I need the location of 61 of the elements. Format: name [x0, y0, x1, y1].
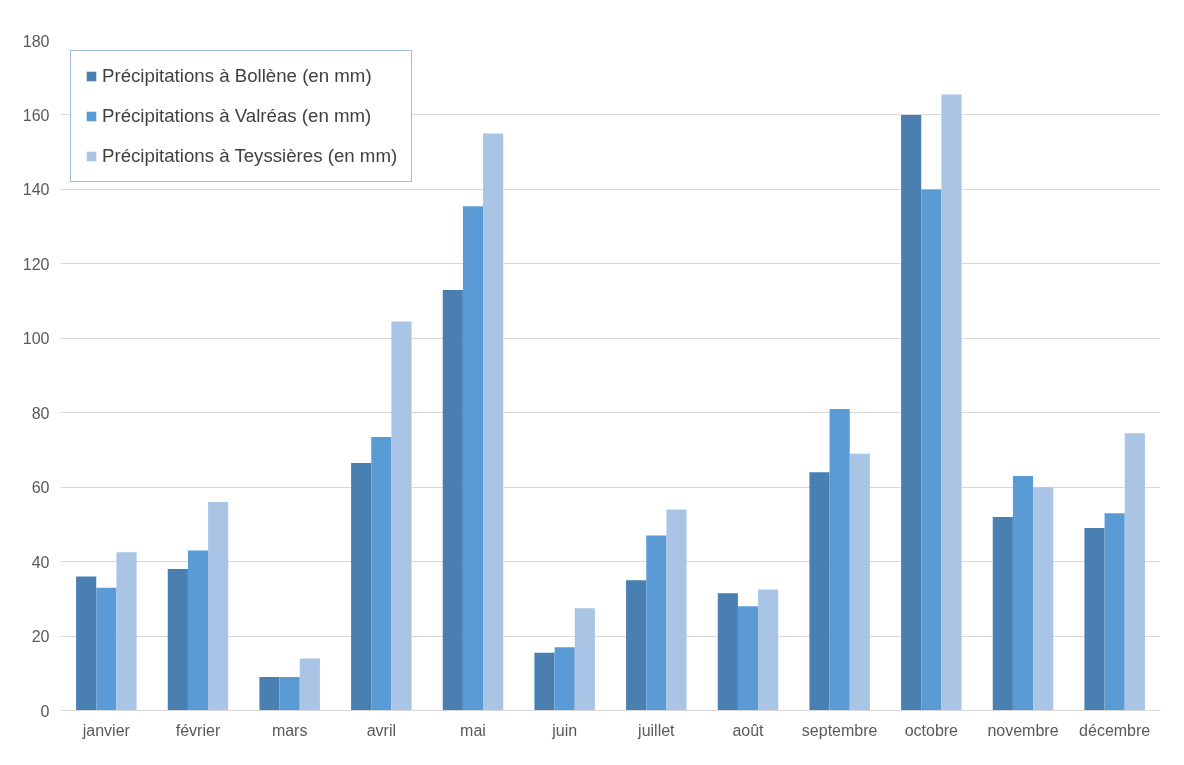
y-tick-label: 0 — [40, 702, 50, 720]
bar — [534, 652, 555, 711]
x-tick-label: février — [175, 721, 221, 739]
bar — [554, 647, 575, 711]
bar — [96, 587, 117, 711]
bar — [921, 189, 942, 711]
bar — [351, 462, 372, 711]
x-tick-label: juillet — [637, 721, 676, 739]
bar — [1012, 476, 1034, 711]
legend-label: Précipitations à Teyssières (en mm) — [102, 145, 398, 167]
bar — [809, 472, 830, 711]
bar — [737, 606, 759, 711]
bar — [462, 206, 484, 711]
y-tick-label: 120 — [22, 255, 50, 273]
y-tick-label: 160 — [22, 106, 50, 124]
bar — [992, 516, 1013, 711]
y-tick-label: 20 — [31, 628, 50, 646]
bar — [259, 677, 280, 711]
x-tick-label: janvier — [81, 721, 131, 739]
x-tick-label: mars — [271, 721, 308, 739]
bar — [717, 593, 738, 711]
x-tick-label: novembre — [987, 721, 1059, 739]
bar — [371, 436, 392, 711]
y-tick-label: 60 — [31, 479, 50, 497]
bar — [626, 580, 647, 711]
bar — [901, 114, 922, 711]
bar — [442, 289, 463, 711]
x-tick-label: septembre — [801, 721, 878, 739]
x-tick-label: octobre — [904, 721, 959, 739]
y-tick-label: 40 — [31, 553, 50, 571]
bar — [299, 658, 320, 711]
y-tick-label: 180 — [22, 32, 50, 50]
bar — [391, 321, 412, 711]
x-tick-label: avril — [366, 721, 397, 739]
bar — [187, 550, 209, 711]
bar — [1124, 433, 1145, 711]
bar — [1033, 487, 1054, 711]
bar — [829, 409, 850, 711]
legend-label: Précipitations à Bollène (en mm) — [102, 65, 372, 87]
x-tick-label: décembre — [1079, 721, 1151, 739]
y-tick-label: 140 — [22, 181, 50, 199]
bar — [666, 509, 687, 711]
x-tick-label: août — [732, 721, 765, 739]
bar — [76, 576, 97, 711]
bar — [208, 502, 229, 711]
bar — [279, 677, 300, 711]
bar — [758, 589, 779, 711]
bar — [646, 535, 667, 711]
y-tick-label: 100 — [22, 330, 50, 348]
bar — [167, 569, 188, 711]
bar — [116, 552, 137, 711]
legend-label: Précipitations à Valréas (en mm) — [102, 105, 372, 127]
bar — [483, 133, 504, 711]
bar — [941, 94, 962, 711]
bar — [574, 608, 595, 711]
x-tick-label: juin — [551, 721, 578, 739]
y-tick-label: 80 — [31, 404, 50, 422]
bar — [1104, 513, 1125, 711]
x-tick-label: mai — [460, 721, 486, 739]
bar — [849, 453, 870, 711]
bar — [1084, 528, 1105, 711]
